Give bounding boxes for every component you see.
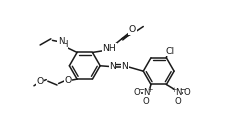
Text: O: O xyxy=(64,76,71,85)
Text: O: O xyxy=(183,88,190,97)
Text: +: + xyxy=(147,87,152,93)
Text: N: N xyxy=(109,62,115,71)
Text: −: − xyxy=(138,87,144,93)
Text: O: O xyxy=(142,97,149,107)
Text: N: N xyxy=(57,37,64,46)
Text: O: O xyxy=(174,97,180,107)
Text: H: H xyxy=(60,40,67,50)
Text: +: + xyxy=(171,87,176,93)
Text: N: N xyxy=(142,88,149,97)
Text: −: − xyxy=(179,87,185,93)
Text: O: O xyxy=(36,77,44,86)
Text: N: N xyxy=(174,88,180,97)
Text: O: O xyxy=(128,25,136,34)
Text: NH: NH xyxy=(102,44,116,53)
Text: Cl: Cl xyxy=(165,47,174,56)
Text: N: N xyxy=(121,62,128,71)
Text: O: O xyxy=(133,88,140,97)
